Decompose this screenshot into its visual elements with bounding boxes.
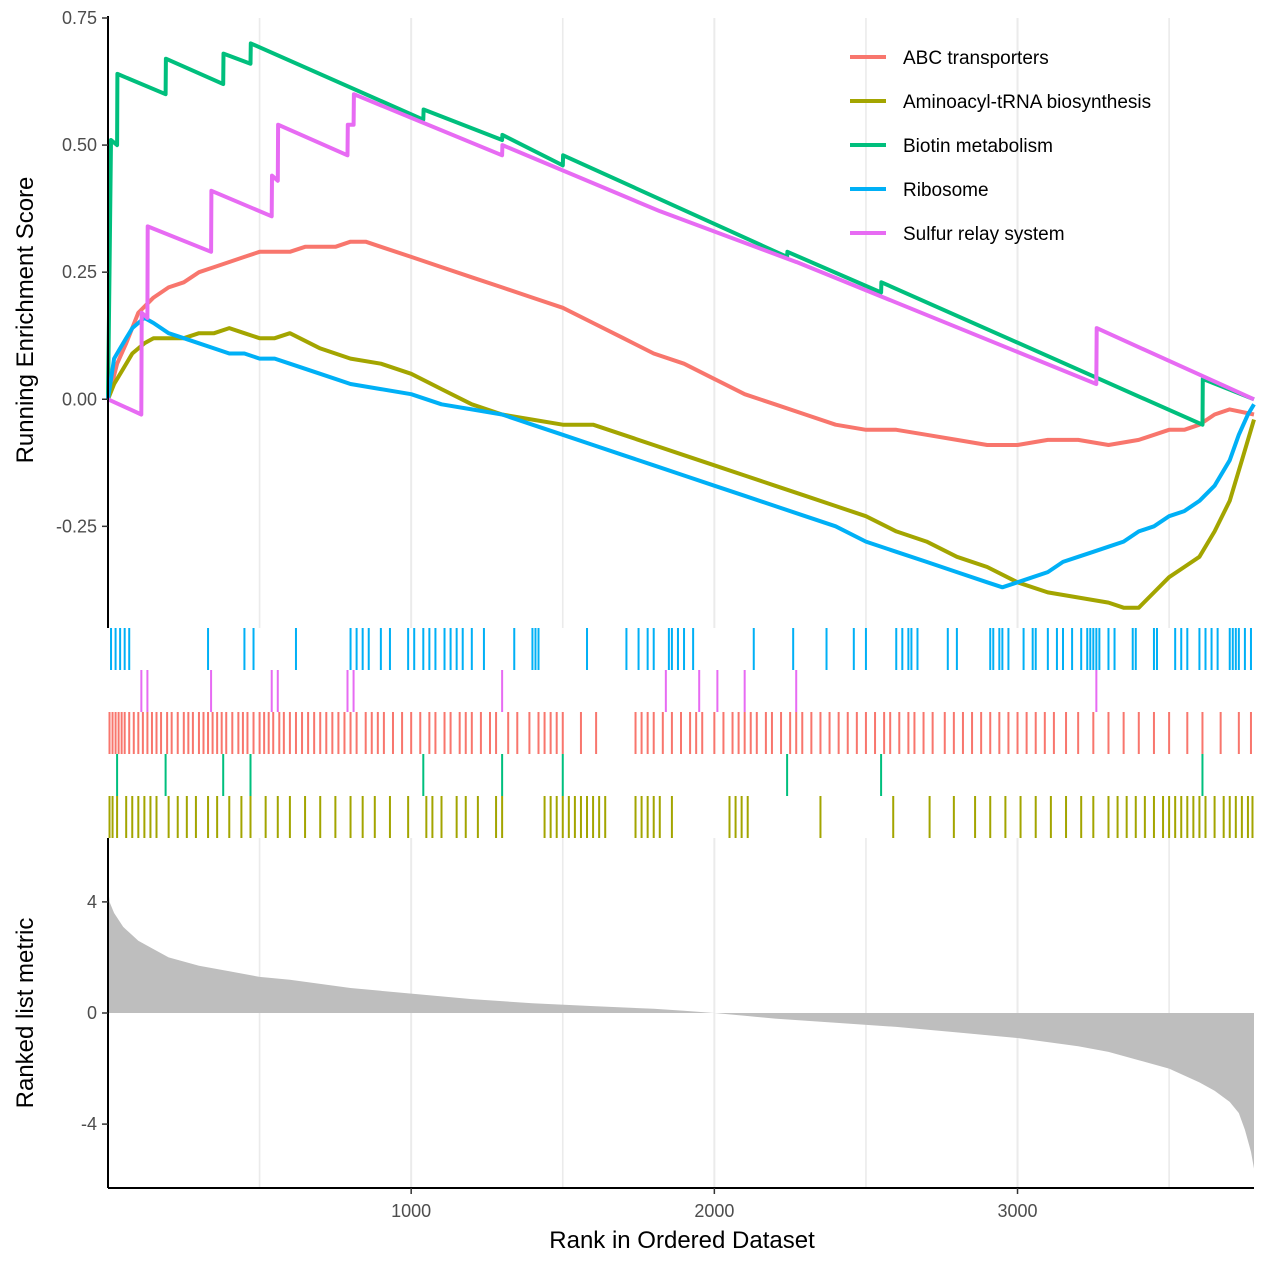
hit-row-sulfur-relay-system xyxy=(140,670,1098,712)
x-axis-title: Rank in Ordered Dataset xyxy=(549,1227,815,1254)
x-tick-label: 1000 xyxy=(391,1201,431,1221)
legend: ABC transporters Aminoacyl-tRNA biosynthe… xyxy=(850,48,1151,245)
legend-label: ABC transporters xyxy=(903,48,1049,69)
hit-row-ribosome xyxy=(110,628,1252,670)
y-tick-label-bottom: 4 xyxy=(87,892,97,912)
legend-label: Ribosome xyxy=(903,180,989,201)
y-tick-label-top: 0.75 xyxy=(62,8,97,28)
hit-row-aminoacyl-trna-biosynthesis xyxy=(108,796,1254,838)
legend-label: Biotin metabolism xyxy=(903,136,1053,157)
x-tick-label: 2000 xyxy=(694,1201,734,1221)
legend-item-sulfur-relay-system: Sulfur relay system xyxy=(850,224,1065,245)
ranked-metric-fill xyxy=(108,885,1254,1169)
series-line-abc-transporters xyxy=(106,239,1255,447)
y-tick-label-top: 0.00 xyxy=(62,389,97,409)
y-axis-title-enrichment: Running Enrichment Score xyxy=(12,177,39,464)
series-line-biotin-metabolism xyxy=(106,41,1255,427)
hit-row-biotin-metabolism xyxy=(116,754,1204,796)
axes: -0.25 0.00 0.25 0.50 0.75 -4 0 4 1000 2000 3000 xyxy=(56,8,1254,1221)
y-tick-label-bottom: 0 xyxy=(87,1003,97,1023)
gene-set-hit-marks xyxy=(108,628,1254,838)
y-tick-label-top: 0.25 xyxy=(62,262,97,282)
x-tick-label: 3000 xyxy=(998,1201,1038,1221)
y-tick-label-top: 0.50 xyxy=(62,135,97,155)
legend-item-abc-transporters: ABC transporters xyxy=(850,48,1049,69)
legend-label: Aminoacyl-tRNA biosynthesis xyxy=(903,92,1151,113)
hit-row-abc-transporters xyxy=(108,712,1252,754)
y-tick-label-top: -0.25 xyxy=(56,516,97,536)
series-line-aminoacyl-trna-biosynthesis xyxy=(106,326,1256,610)
legend-item-ribosome: Ribosome xyxy=(850,180,989,201)
legend-item-biotin-metabolism: Biotin metabolism xyxy=(850,136,1053,157)
series-line-sulfur-relay-system xyxy=(107,92,1255,417)
legend-item-aminoacyl-trna-biosynthesis: Aminoacyl-tRNA biosynthesis xyxy=(850,92,1151,113)
series-line-ribosome xyxy=(106,315,1256,590)
y-tick-label-bottom: -4 xyxy=(81,1114,97,1134)
legend-label: Sulfur relay system xyxy=(903,224,1065,245)
y-axis-title-metric: Ranked list metric xyxy=(12,918,39,1109)
enrichment-curves xyxy=(106,41,1256,610)
ranked-metric-area xyxy=(108,885,1254,1169)
